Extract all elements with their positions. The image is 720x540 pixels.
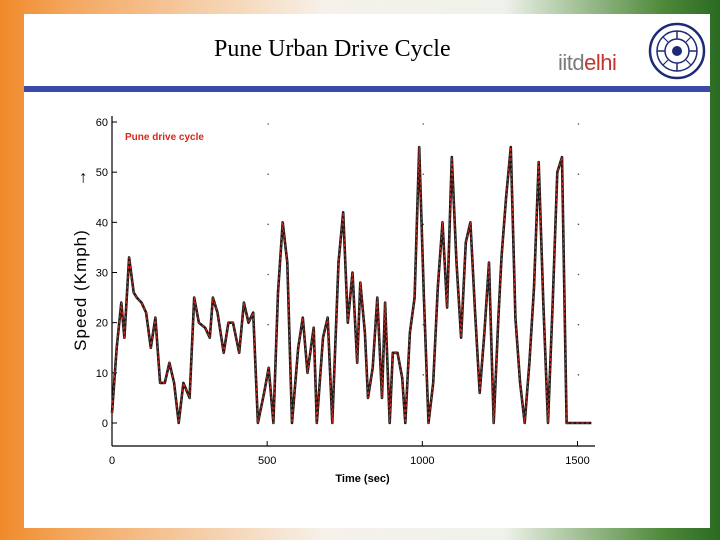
slide-canvas: Pune Urban Drive Cycle iitdelhi bbox=[24, 14, 710, 528]
grid-dot bbox=[577, 323, 580, 326]
y-tick-label: 60 bbox=[96, 117, 108, 129]
x-tick-label: 1000 bbox=[410, 455, 434, 467]
legend-label: Pune drive cycle bbox=[125, 132, 204, 143]
x-axis-label: Time (sec) bbox=[335, 473, 390, 485]
y-tick-label: 40 bbox=[96, 217, 108, 229]
grid-dot bbox=[577, 223, 580, 226]
series-overlay-line-0 bbox=[111, 146, 592, 424]
grid-dot bbox=[577, 273, 580, 276]
grid-dot bbox=[577, 123, 580, 125]
x-tick-label: 500 bbox=[258, 455, 276, 467]
grid-dot bbox=[267, 173, 269, 175]
iit-delhi-seal-icon bbox=[648, 22, 706, 80]
grid-dot bbox=[422, 374, 425, 376]
title-underline-rule bbox=[24, 86, 710, 92]
grid-dot bbox=[267, 273, 269, 276]
grid-dot bbox=[267, 223, 269, 226]
grid-dot bbox=[577, 374, 580, 376]
grid-dot bbox=[422, 123, 425, 125]
grid-dot bbox=[422, 173, 425, 175]
y-tick-label: 30 bbox=[96, 268, 108, 280]
grid-dot bbox=[577, 173, 580, 175]
y-axis-arrow-icon: → bbox=[71, 170, 90, 187]
y-tick-label: 0 bbox=[102, 418, 108, 430]
y-tick-label: 50 bbox=[96, 167, 108, 179]
x-tick-label: 0 bbox=[109, 455, 115, 467]
logo-text-red: elhi bbox=[584, 50, 617, 75]
logo-text-gray: iitd bbox=[558, 50, 585, 75]
slide-title: Pune Urban Drive Cycle bbox=[214, 36, 451, 62]
x-tick-label: 1500 bbox=[565, 455, 589, 467]
grid-dot bbox=[267, 123, 269, 125]
title-bar: Pune Urban Drive Cycle iitdelhi bbox=[24, 14, 710, 86]
y-axis-label: Speed (Kmph) bbox=[71, 229, 90, 351]
y-tick-label: 20 bbox=[96, 318, 108, 330]
iitdelhi-logo-text: iitdelhi bbox=[558, 50, 617, 76]
grid-dot bbox=[267, 323, 269, 326]
y-tick-label: 10 bbox=[96, 368, 108, 380]
